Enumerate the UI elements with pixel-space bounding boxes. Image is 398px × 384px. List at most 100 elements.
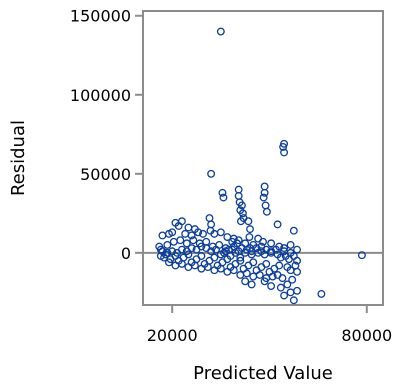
- data-point: [237, 201, 246, 210]
- data-point: [242, 245, 251, 254]
- data-point: [158, 231, 167, 240]
- data-point: [255, 271, 264, 279]
- data-point: [276, 253, 285, 262]
- data-point: [238, 209, 247, 218]
- data-point: [181, 229, 190, 238]
- data-point: [212, 245, 220, 254]
- data-point: [171, 218, 180, 227]
- data-point: [244, 217, 253, 226]
- data-point: [259, 193, 268, 202]
- data-point: [242, 269, 251, 278]
- data-point: [257, 247, 266, 256]
- y-tick-label: 50000: [80, 165, 131, 184]
- data-point: [262, 259, 271, 268]
- data-point: [268, 272, 277, 281]
- data-point: [197, 242, 206, 251]
- data-point: [168, 247, 177, 256]
- data-point: [267, 239, 276, 248]
- data-point: [177, 217, 186, 226]
- data-point: [236, 256, 245, 265]
- data-point: [249, 258, 258, 267]
- data-point: [236, 253, 245, 262]
- data-point: [245, 233, 254, 241]
- data-point: [216, 264, 225, 273]
- data-point: [286, 288, 295, 297]
- data-point: [163, 240, 172, 249]
- data-point: [276, 283, 285, 292]
- data-point: [216, 228, 225, 237]
- data-point: [249, 272, 258, 281]
- data-point: [260, 188, 269, 197]
- data-point: [280, 148, 289, 157]
- data-point: [275, 261, 284, 270]
- data-point: [260, 182, 269, 191]
- y-tick-label: 150000: [70, 7, 131, 26]
- data-point: [289, 296, 298, 305]
- data-point: [189, 236, 198, 245]
- data-point: [207, 169, 216, 178]
- x-tick-label: 80000: [341, 326, 392, 345]
- data-point: [169, 237, 178, 246]
- data-point: [283, 280, 292, 289]
- data-point: [163, 248, 172, 257]
- data-point: [261, 201, 270, 210]
- data-point: [260, 277, 269, 286]
- x-axis-title: Predicted Value: [193, 363, 333, 384]
- data-point: [280, 291, 289, 300]
- data-point: [234, 185, 243, 194]
- data-point: [259, 237, 267, 246]
- data-point: [237, 244, 246, 253]
- data-point: [184, 263, 193, 272]
- data-point: [215, 240, 224, 249]
- data-point: [219, 193, 228, 202]
- data-point: [246, 225, 254, 234]
- data-point: [286, 240, 295, 249]
- data-point: [171, 261, 180, 270]
- data-point: [229, 266, 238, 275]
- data-point: [262, 207, 271, 216]
- data-point: [184, 223, 193, 232]
- data-point: [210, 253, 219, 262]
- data-point: [293, 286, 302, 295]
- data-point: [176, 236, 185, 245]
- data-point: [291, 261, 300, 270]
- x-tick-label: 20000: [147, 326, 198, 345]
- data-point: [272, 245, 280, 254]
- plot-frame: [142, 10, 384, 306]
- data-point: [357, 251, 366, 260]
- data-point: [207, 220, 216, 229]
- x-axis-ticks: 20000 80000: [147, 305, 392, 345]
- y-tick-label: 0: [121, 244, 131, 263]
- data-point: [317, 289, 326, 298]
- y-axis-title: Residual: [8, 120, 29, 196]
- data-point: [177, 245, 186, 254]
- data-point: [234, 191, 243, 200]
- data-point: [279, 142, 288, 151]
- data-points: [155, 27, 366, 305]
- data-point: [233, 239, 242, 248]
- data-point: [267, 247, 276, 256]
- data-point: [293, 267, 302, 276]
- y-axis-ticks: 0 50000 100000 150000: [70, 7, 143, 263]
- data-point: [288, 275, 297, 284]
- data-point: [289, 252, 298, 260]
- data-point: [293, 245, 302, 254]
- data-point: [177, 259, 186, 268]
- data-point: [267, 282, 276, 290]
- data-point: [216, 27, 225, 36]
- data-point: [207, 247, 216, 256]
- data-point: [182, 239, 191, 248]
- data-point: [210, 266, 219, 275]
- data-point: [187, 244, 196, 253]
- data-point: [158, 247, 167, 256]
- data-point: [289, 226, 298, 235]
- data-point: [286, 266, 295, 275]
- data-point: [247, 280, 256, 289]
- data-point: [194, 228, 203, 237]
- data-point: [273, 220, 282, 229]
- data-point: [199, 229, 207, 238]
- y-tick-label: 100000: [70, 86, 131, 105]
- data-point: [197, 264, 206, 273]
- data-point: [236, 271, 245, 279]
